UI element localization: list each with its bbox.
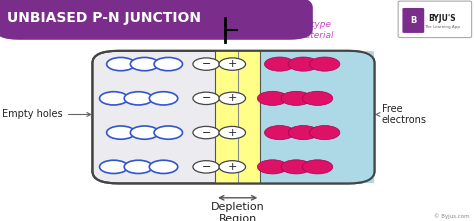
Circle shape — [124, 160, 153, 173]
Text: © Byjus.com: © Byjus.com — [434, 213, 469, 219]
Circle shape — [130, 57, 159, 71]
Circle shape — [100, 92, 128, 105]
Text: −: − — [201, 59, 211, 69]
Circle shape — [310, 126, 340, 140]
Circle shape — [264, 126, 295, 140]
Circle shape — [288, 57, 319, 71]
Circle shape — [193, 58, 219, 70]
Text: −: − — [201, 162, 211, 172]
Circle shape — [302, 160, 333, 174]
Text: Empty holes: Empty holes — [2, 109, 91, 120]
Circle shape — [193, 126, 219, 139]
Circle shape — [281, 160, 311, 174]
Text: Free
electrons: Free electrons — [376, 104, 427, 125]
Text: +: + — [228, 128, 237, 138]
Text: Depletion
Region: Depletion Region — [211, 202, 264, 221]
FancyBboxPatch shape — [402, 8, 424, 33]
Text: +: + — [228, 93, 237, 103]
Circle shape — [257, 91, 288, 105]
Text: The Learning App: The Learning App — [424, 25, 460, 29]
Circle shape — [149, 160, 178, 173]
Circle shape — [288, 126, 319, 140]
Circle shape — [219, 92, 246, 105]
Circle shape — [264, 57, 295, 71]
Text: B: B — [410, 16, 417, 25]
Circle shape — [193, 161, 219, 173]
Text: p- type
material: p- type material — [133, 20, 171, 40]
Circle shape — [107, 126, 135, 139]
Circle shape — [219, 161, 246, 173]
Circle shape — [100, 160, 128, 173]
Text: −: − — [201, 128, 211, 138]
Circle shape — [107, 57, 135, 71]
Circle shape — [281, 91, 311, 105]
Circle shape — [302, 91, 333, 105]
FancyBboxPatch shape — [398, 1, 472, 38]
Circle shape — [124, 92, 153, 105]
Text: UNBIASED P-N JUNCTION: UNBIASED P-N JUNCTION — [7, 11, 201, 25]
Circle shape — [154, 57, 182, 71]
Text: +: + — [228, 59, 237, 69]
Circle shape — [257, 160, 288, 174]
Circle shape — [219, 58, 246, 70]
Text: n- type
material: n- type material — [296, 20, 334, 40]
Bar — [260, 51, 374, 183]
Text: BYJU'S: BYJU'S — [428, 14, 456, 23]
FancyBboxPatch shape — [92, 51, 374, 183]
Bar — [215, 51, 260, 183]
Circle shape — [193, 92, 219, 105]
Text: −: − — [201, 93, 211, 103]
Circle shape — [219, 126, 246, 139]
Circle shape — [310, 57, 340, 71]
FancyBboxPatch shape — [0, 0, 313, 40]
Circle shape — [154, 126, 182, 139]
Circle shape — [130, 126, 159, 139]
Circle shape — [149, 92, 178, 105]
Text: +: + — [228, 162, 237, 172]
